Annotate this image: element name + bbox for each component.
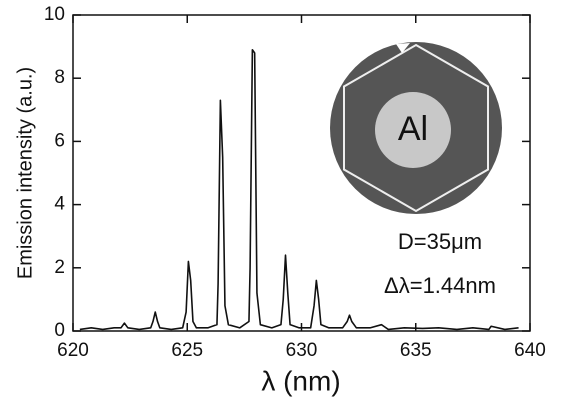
inset-arrow bbox=[396, 43, 410, 53]
x-tick-label: 640 bbox=[514, 340, 546, 361]
x-tick-label: 635 bbox=[400, 340, 432, 361]
inset-core bbox=[375, 92, 451, 168]
annotation: D=35μm bbox=[398, 229, 482, 254]
y-tick-label: 8 bbox=[54, 67, 65, 88]
y-tick-label: 10 bbox=[44, 4, 65, 25]
y-tick-label: 0 bbox=[54, 320, 65, 341]
x-tick-label: 630 bbox=[286, 340, 318, 361]
inset-hexagon bbox=[343, 43, 489, 213]
inset-diagram: Al bbox=[330, 42, 502, 214]
y-tick-label: 4 bbox=[54, 194, 65, 215]
x-tick-label: 620 bbox=[57, 340, 89, 361]
annotation: Δλ=1.44nm bbox=[384, 273, 496, 298]
spectrum-line bbox=[79, 48, 519, 331]
y-tick-label: 2 bbox=[54, 257, 65, 278]
y-axis-label: Emission intensity (a.u.) bbox=[14, 67, 36, 279]
inset-label: Al bbox=[398, 110, 428, 148]
y-tick-label: 6 bbox=[54, 130, 65, 151]
x-axis-label: λ (nm) bbox=[261, 365, 340, 396]
x-tick-label: 625 bbox=[171, 340, 203, 361]
